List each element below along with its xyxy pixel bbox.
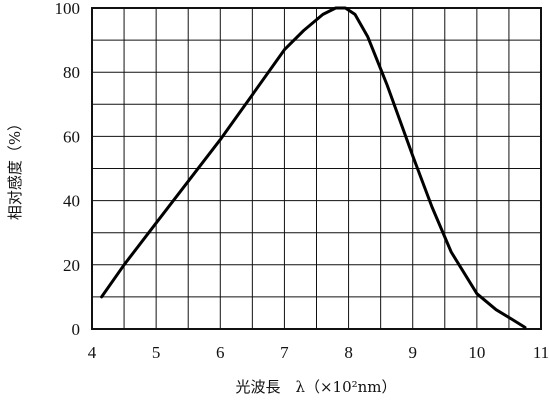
y-tick-label: 40 [63,192,80,211]
y-axis-label: 相对感度（%） [6,116,24,220]
series-line-1 [100,6,527,329]
x-tick-label: 8 [344,343,353,362]
x-axis-ticks: 4 5 6 7 8 9 10 11 [88,343,549,362]
y-tick-label: 20 [63,256,80,275]
x-tick-label: 10 [468,343,485,362]
x-tick-label: 7 [280,343,289,362]
y-tick-label: 0 [72,320,81,339]
grid [92,8,541,329]
y-tick-label: 60 [63,127,80,146]
y-axis-ticks: 0 20 40 60 80 100 [55,0,81,339]
plot-frame [91,7,542,330]
series-layer [100,6,527,329]
x-axis-label: 光波長 λ（×10²nm） [235,378,396,396]
x-tick-label: 9 [408,343,417,362]
x-tick-label: 4 [88,343,97,362]
x-tick-label: 6 [216,343,225,362]
x-tick-label: 11 [533,343,549,362]
x-tick-label: 5 [152,343,161,362]
y-tick-label: 100 [55,0,81,18]
y-tick-label: 80 [63,63,80,82]
